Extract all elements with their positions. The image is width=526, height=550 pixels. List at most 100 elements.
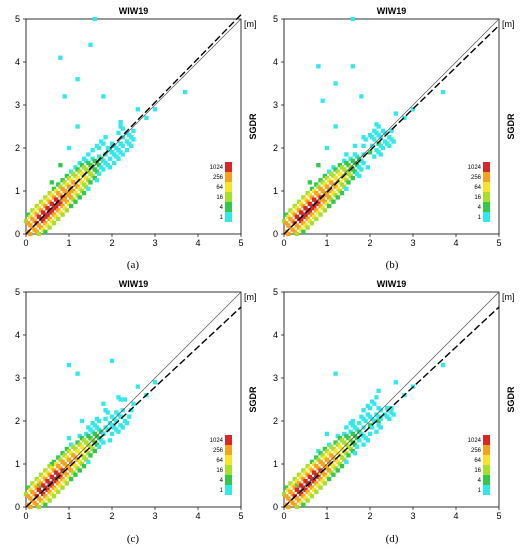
x-tick-label: 5: [238, 511, 243, 521]
x-tick-label: 3: [152, 511, 157, 521]
data-cell: [129, 144, 133, 148]
colorbar-segment: [483, 182, 490, 192]
data-cell: [43, 503, 47, 507]
x-tick-label: 5: [496, 238, 501, 248]
data-cell: [82, 191, 86, 195]
chart-title: WIW19: [119, 279, 149, 289]
data-cell: [97, 445, 101, 449]
data-cell: [310, 221, 314, 225]
data-cell: [73, 200, 77, 204]
x-tick-label: 2: [367, 511, 372, 521]
data-cell: [67, 363, 71, 367]
y-tick-label: 3: [273, 373, 278, 383]
data-cell: [67, 436, 71, 440]
data-cell: [144, 116, 148, 120]
data-cell: [88, 180, 92, 184]
data-cell: [65, 481, 69, 485]
y-tick-label: 1: [15, 186, 20, 196]
data-cell: [368, 406, 372, 410]
data-cell: [121, 152, 125, 156]
x-tick-label: 5: [496, 511, 501, 521]
data-cell: [48, 498, 52, 502]
x-tick-label: 4: [453, 238, 458, 248]
data-cell: [108, 438, 112, 442]
colorbar-segment: [483, 465, 490, 475]
y-tick-label: 1: [273, 459, 278, 469]
data-cell: [101, 402, 105, 406]
panel-2: WIW190 1 2 3 4 5012345 [m]SGDR1024256641641(b): [273, 6, 516, 271]
colorbar-segment: [225, 465, 232, 475]
data-cell: [127, 415, 131, 419]
unit-label: [m]: [502, 292, 515, 302]
data-cell: [93, 17, 97, 21]
data-cell: [52, 221, 56, 225]
x-tick-label: 3: [410, 238, 415, 248]
data-cell: [78, 468, 82, 472]
data-cell: [125, 148, 129, 152]
data-cell: [441, 363, 445, 367]
data-cell: [321, 99, 325, 103]
data-cell: [361, 443, 365, 447]
data-cell: [69, 204, 73, 208]
data-cell: [316, 163, 320, 167]
data-cell: [351, 176, 355, 180]
data-cell: [374, 122, 378, 126]
colorbar-segment: [225, 202, 232, 212]
data-cell: [301, 503, 305, 507]
data-cell: [136, 107, 140, 111]
data-cell: [91, 148, 95, 152]
data-cell: [359, 94, 363, 98]
data-cell: [73, 473, 77, 477]
data-cell: [118, 120, 122, 124]
panel-caption: (d): [386, 533, 399, 545]
data-cell: [56, 217, 60, 221]
data-cell: [323, 481, 327, 485]
colorbar-tick-label: 256: [213, 448, 224, 454]
y-axis-label: SGDR: [506, 386, 516, 413]
colorbar-segment: [483, 435, 490, 445]
data-cell: [75, 124, 79, 128]
y-tick-label: 0: [15, 229, 20, 239]
chart-title: WIW19: [377, 6, 407, 16]
x-tick-label: 4: [453, 511, 458, 521]
colorbar-segment: [225, 485, 232, 495]
y-tick-label: 4: [15, 57, 20, 67]
colorbar-segment: [225, 212, 232, 222]
colorbar-tick-label: 16: [474, 195, 481, 201]
data-cell: [153, 380, 157, 384]
data-cell: [88, 43, 92, 47]
y-tick-label: 1: [273, 186, 278, 196]
data-cell: [103, 135, 107, 139]
data-cell: [131, 402, 135, 406]
data-cell: [323, 208, 327, 212]
data-cell: [366, 438, 370, 442]
colorbar-tick-label: 16: [216, 195, 223, 201]
colorbar-tick-label: 64: [216, 458, 223, 464]
data-cell: [368, 150, 372, 154]
colorbar-segment: [225, 192, 232, 202]
colorbar-segment: [225, 182, 232, 192]
data-cell: [376, 389, 380, 393]
data-cell: [60, 486, 64, 490]
data-cell: [103, 417, 107, 421]
colorbar-segment: [483, 162, 490, 172]
data-cell: [43, 230, 47, 234]
data-cell: [346, 453, 350, 457]
y-tick-label: 5: [15, 14, 20, 24]
data-cell: [97, 419, 101, 423]
data-cell: [295, 505, 299, 509]
data-cell: [336, 195, 340, 199]
data-cell: [306, 498, 310, 502]
data-cell: [101, 94, 105, 98]
data-cell: [67, 146, 71, 150]
data-cell: [372, 154, 376, 158]
colorbar-segment: [483, 455, 490, 465]
data-cell: [65, 208, 69, 212]
data-cell: [37, 232, 41, 236]
data-cell: [359, 167, 363, 171]
data-cell: [108, 157, 112, 161]
data-cell: [340, 191, 344, 195]
unit-label: [m]: [502, 19, 515, 29]
chart-title: WIW19: [377, 279, 407, 289]
data-cell: [333, 124, 337, 128]
